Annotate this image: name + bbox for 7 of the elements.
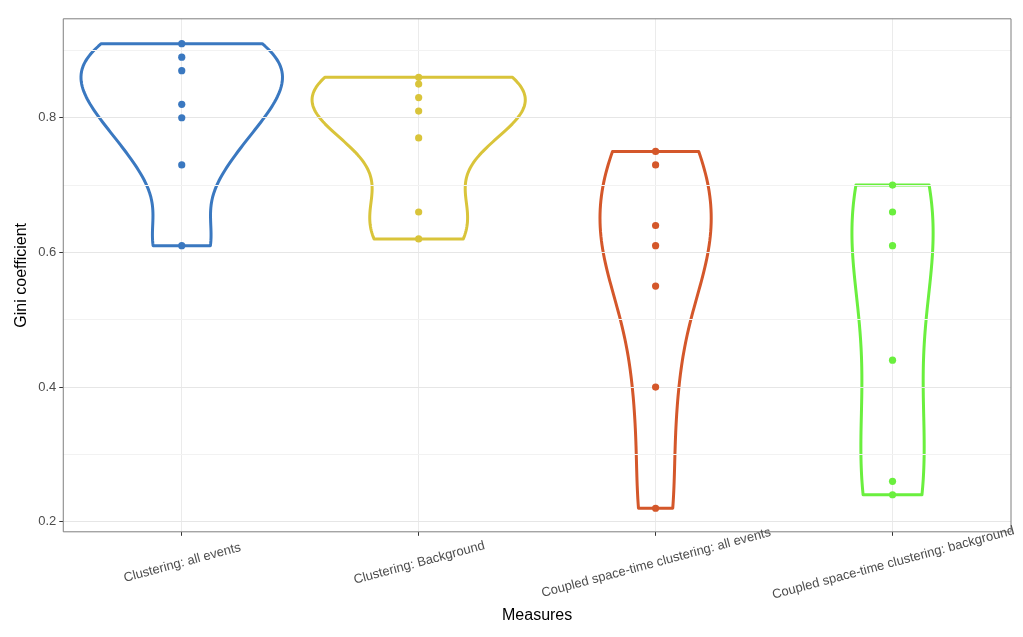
y-axis-title: Gini coefficient: [12, 222, 30, 328]
y-tick-label: 0.8: [38, 109, 57, 125]
x-axis-title: Measures: [502, 605, 573, 623]
y-tick-label: 0.6: [38, 243, 57, 259]
x-tick-label: Clustering: all events: [121, 538, 242, 585]
y-tick-label: 0.4: [38, 378, 57, 394]
y-tick-label: 0.2: [38, 513, 57, 529]
